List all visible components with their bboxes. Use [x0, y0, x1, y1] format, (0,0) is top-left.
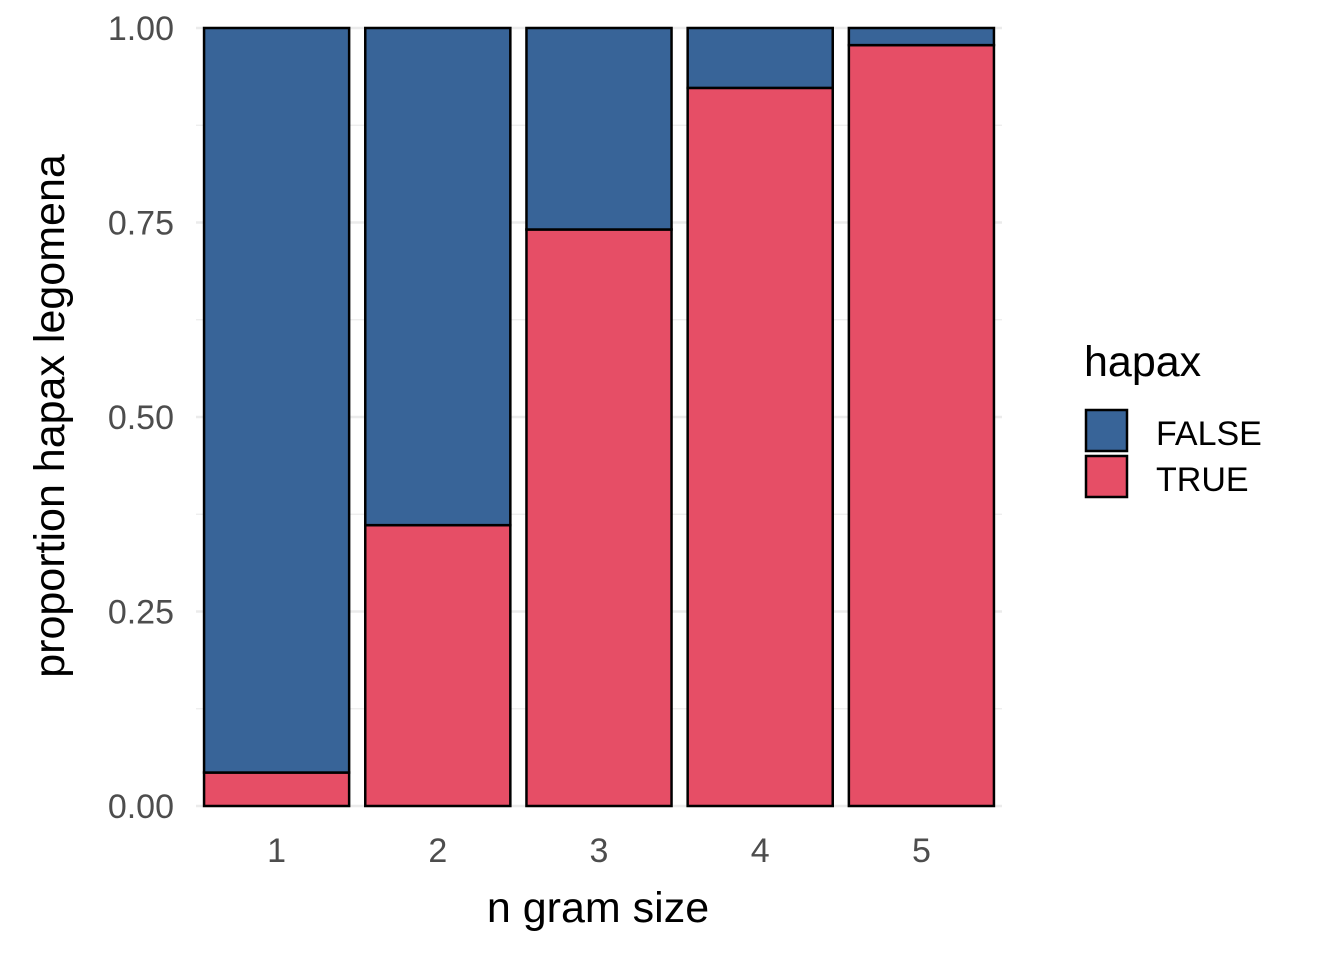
- x-axis-title: n gram size: [487, 884, 709, 932]
- bar-true-3: [525, 228, 673, 808]
- x-tick-labels: 1 2 3 4 5: [267, 832, 931, 870]
- bar-false-4: [686, 26, 834, 90]
- x-tick-label: 4: [751, 832, 770, 870]
- legend-entries: FALSE TRUE: [1084, 408, 1262, 499]
- bar-false-3: [525, 26, 673, 231]
- legend-title: hapax: [1084, 338, 1202, 386]
- bars: [202, 26, 996, 808]
- y-tick-labels: 0.00 0.25 0.50 0.75 1.00: [108, 10, 174, 826]
- y-tick-label: 0.25: [108, 594, 174, 632]
- y-tick-label: 0.00: [108, 788, 174, 826]
- y-tick-label: 1.00: [108, 10, 174, 48]
- x-tick-label: 5: [912, 832, 931, 870]
- legend-label-true: TRUE: [1156, 461, 1249, 499]
- legend: hapax FALSE TRUE: [1084, 338, 1262, 499]
- bar-true-2: [364, 523, 512, 808]
- y-tick-label: 0.50: [108, 399, 174, 437]
- bar-false-5: [847, 26, 996, 47]
- bar-false-1: [202, 26, 351, 774]
- bar-true-1: [202, 771, 351, 808]
- x-tick-label: 2: [428, 832, 447, 870]
- y-axis-title: proportion hapax legomena: [26, 154, 74, 678]
- legend-key-true: [1084, 454, 1129, 499]
- legend-key-false: [1084, 408, 1129, 453]
- bar-true-4: [686, 86, 834, 808]
- legend-label-false: FALSE: [1156, 415, 1262, 453]
- x-tick-label: 3: [590, 832, 609, 870]
- bar-true-5: [847, 43, 996, 808]
- x-tick-label: 1: [267, 832, 286, 870]
- y-tick-label: 0.75: [108, 205, 174, 243]
- bar-false-2: [364, 26, 512, 527]
